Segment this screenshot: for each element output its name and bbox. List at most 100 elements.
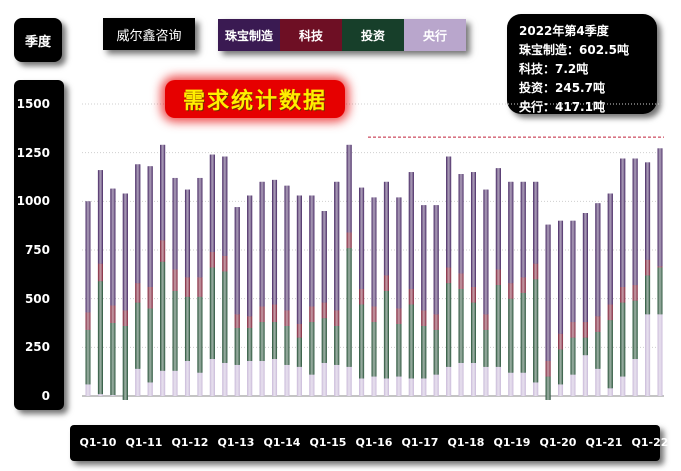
bar-segment-shade bbox=[272, 179, 278, 305]
x-tick-label: Q1-20 bbox=[539, 436, 577, 449]
bar-segment-shade bbox=[607, 304, 613, 321]
x-tick-label: Q1-14 bbox=[263, 436, 301, 449]
bar-segment-shade bbox=[545, 224, 551, 361]
bar-segment-shade bbox=[234, 207, 240, 315]
bar-segment-shade bbox=[110, 395, 116, 396]
bar-segment-shade bbox=[645, 314, 651, 396]
bar-segment-shade bbox=[346, 366, 352, 396]
bar-segment-shade bbox=[408, 378, 414, 396]
bar-segment-shade bbox=[85, 384, 91, 396]
bar-segment-shade bbox=[408, 288, 414, 305]
bar-segment-shade bbox=[558, 349, 564, 385]
bar-segment-shade bbox=[272, 322, 278, 360]
bar-segment-shade bbox=[97, 263, 103, 282]
bar-segment-shade bbox=[446, 267, 452, 284]
legend-label-jewelry: 珠宝制造 bbox=[224, 28, 273, 43]
bar-segment-shade bbox=[470, 286, 476, 303]
bar-segment-shade bbox=[582, 322, 588, 338]
company-label-box: 威尔鑫咨询 bbox=[103, 18, 195, 50]
bar-segment-shade bbox=[296, 195, 302, 324]
bar-segment-shade bbox=[508, 372, 514, 396]
bar-segment-shade bbox=[558, 384, 564, 396]
bar-segment-shade bbox=[458, 362, 464, 396]
bar-segment-shade bbox=[371, 322, 377, 377]
bar-segment-shade bbox=[520, 292, 526, 373]
bar-segment-shade bbox=[483, 189, 489, 315]
bar-segment-shade bbox=[184, 296, 190, 361]
y-tick-label: 500 bbox=[24, 291, 50, 306]
bar-segment-shade bbox=[184, 189, 190, 278]
bar-segment-shade bbox=[97, 170, 103, 264]
bar-segment-shade bbox=[97, 281, 103, 395]
bar-segment-shade bbox=[520, 372, 526, 396]
bar-segment-shade bbox=[558, 333, 564, 350]
bar-segment-shade bbox=[309, 374, 315, 396]
bar-segment-shade bbox=[495, 366, 501, 396]
bar-segment-shade bbox=[433, 205, 439, 315]
bar-segment-shade bbox=[383, 275, 389, 291]
x-tick-label: Q1-16 bbox=[355, 436, 393, 449]
bar-segment-shade bbox=[110, 188, 116, 306]
bar-segment-shade bbox=[383, 378, 389, 396]
bar-segment-shade bbox=[334, 364, 340, 396]
bar-segment-shade bbox=[85, 201, 91, 313]
legend-label-tech: 科技 bbox=[298, 28, 323, 43]
bar-segment-shade bbox=[495, 285, 501, 367]
bar-segment-shade bbox=[272, 359, 278, 396]
bar-segment-shade bbox=[135, 368, 141, 396]
bar-segment-shade bbox=[284, 185, 290, 311]
bar-segment-shade bbox=[657, 267, 663, 315]
bar-segment-shade bbox=[160, 370, 166, 396]
bar-segment-shade bbox=[645, 259, 651, 276]
bar-segment-shade bbox=[272, 304, 278, 323]
bar-segment-shade bbox=[172, 370, 178, 396]
legend-label-central-bank: 央行 bbox=[422, 28, 447, 43]
bar-segment-shade bbox=[632, 285, 638, 301]
y-tick-label: 1500 bbox=[16, 97, 50, 111]
bar-segment-shade bbox=[284, 310, 290, 326]
bar-segment-shade bbox=[632, 300, 638, 360]
y-tick-label: 750 bbox=[24, 243, 50, 257]
bar-segment-shade bbox=[309, 195, 315, 307]
bar-segment-shade bbox=[607, 193, 613, 305]
season-label-box: 季度 bbox=[14, 18, 62, 62]
bar-segment-shade bbox=[408, 304, 414, 379]
bar-segment-shade bbox=[147, 166, 153, 287]
legend-item-jewelry[interactable]: 珠宝制造 bbox=[218, 19, 280, 51]
bar-segment-shade bbox=[284, 325, 290, 365]
bar-segment-shade bbox=[184, 277, 190, 297]
bar-segment-shade bbox=[508, 298, 514, 373]
x-tick-label: Q1-12 bbox=[171, 436, 209, 449]
legend-item-central-bank[interactable]: 央行 bbox=[404, 19, 466, 51]
bar-segment-shade bbox=[582, 337, 588, 356]
bar-segment-shade bbox=[582, 355, 588, 396]
bar-segment-shade bbox=[595, 368, 601, 396]
bar-segment-shade bbox=[545, 360, 551, 377]
bar-segment-shade bbox=[620, 302, 626, 377]
bar-segment-shade bbox=[209, 359, 215, 396]
bar-segment-shade bbox=[383, 181, 389, 276]
summary-line-investment: 投资：245.7吨 bbox=[519, 81, 605, 95]
bar-segment-shade bbox=[222, 271, 228, 363]
bar-segment-shade bbox=[558, 220, 564, 334]
bar-segment-shade bbox=[383, 290, 389, 379]
bar-segment-shade bbox=[483, 329, 489, 367]
bar-segment-shade bbox=[408, 172, 414, 289]
bar-segment-shade bbox=[520, 181, 526, 278]
bar-segment-shade bbox=[470, 172, 476, 287]
bar-segment-shade bbox=[508, 283, 514, 299]
company-name: 威尔鑫咨询 bbox=[116, 28, 182, 44]
bar-segment-shade bbox=[234, 364, 240, 396]
bar-segment-shade bbox=[110, 323, 116, 396]
legend-item-investment[interactable]: 投资 bbox=[342, 19, 404, 51]
bar-segment-shade bbox=[446, 366, 452, 396]
y-tick-label: 0 bbox=[41, 389, 50, 403]
bar-segment-shade bbox=[247, 195, 253, 317]
bar-segment-shade bbox=[533, 382, 539, 396]
bar-segment-shade bbox=[470, 362, 476, 396]
bar-segment-shade bbox=[346, 144, 352, 233]
bar-segment-shade bbox=[570, 374, 576, 396]
legend-item-tech[interactable]: 科技 bbox=[280, 19, 342, 51]
summary-line-tech: 科技：7.2吨 bbox=[519, 62, 589, 76]
bar-segment-shade bbox=[172, 177, 178, 270]
